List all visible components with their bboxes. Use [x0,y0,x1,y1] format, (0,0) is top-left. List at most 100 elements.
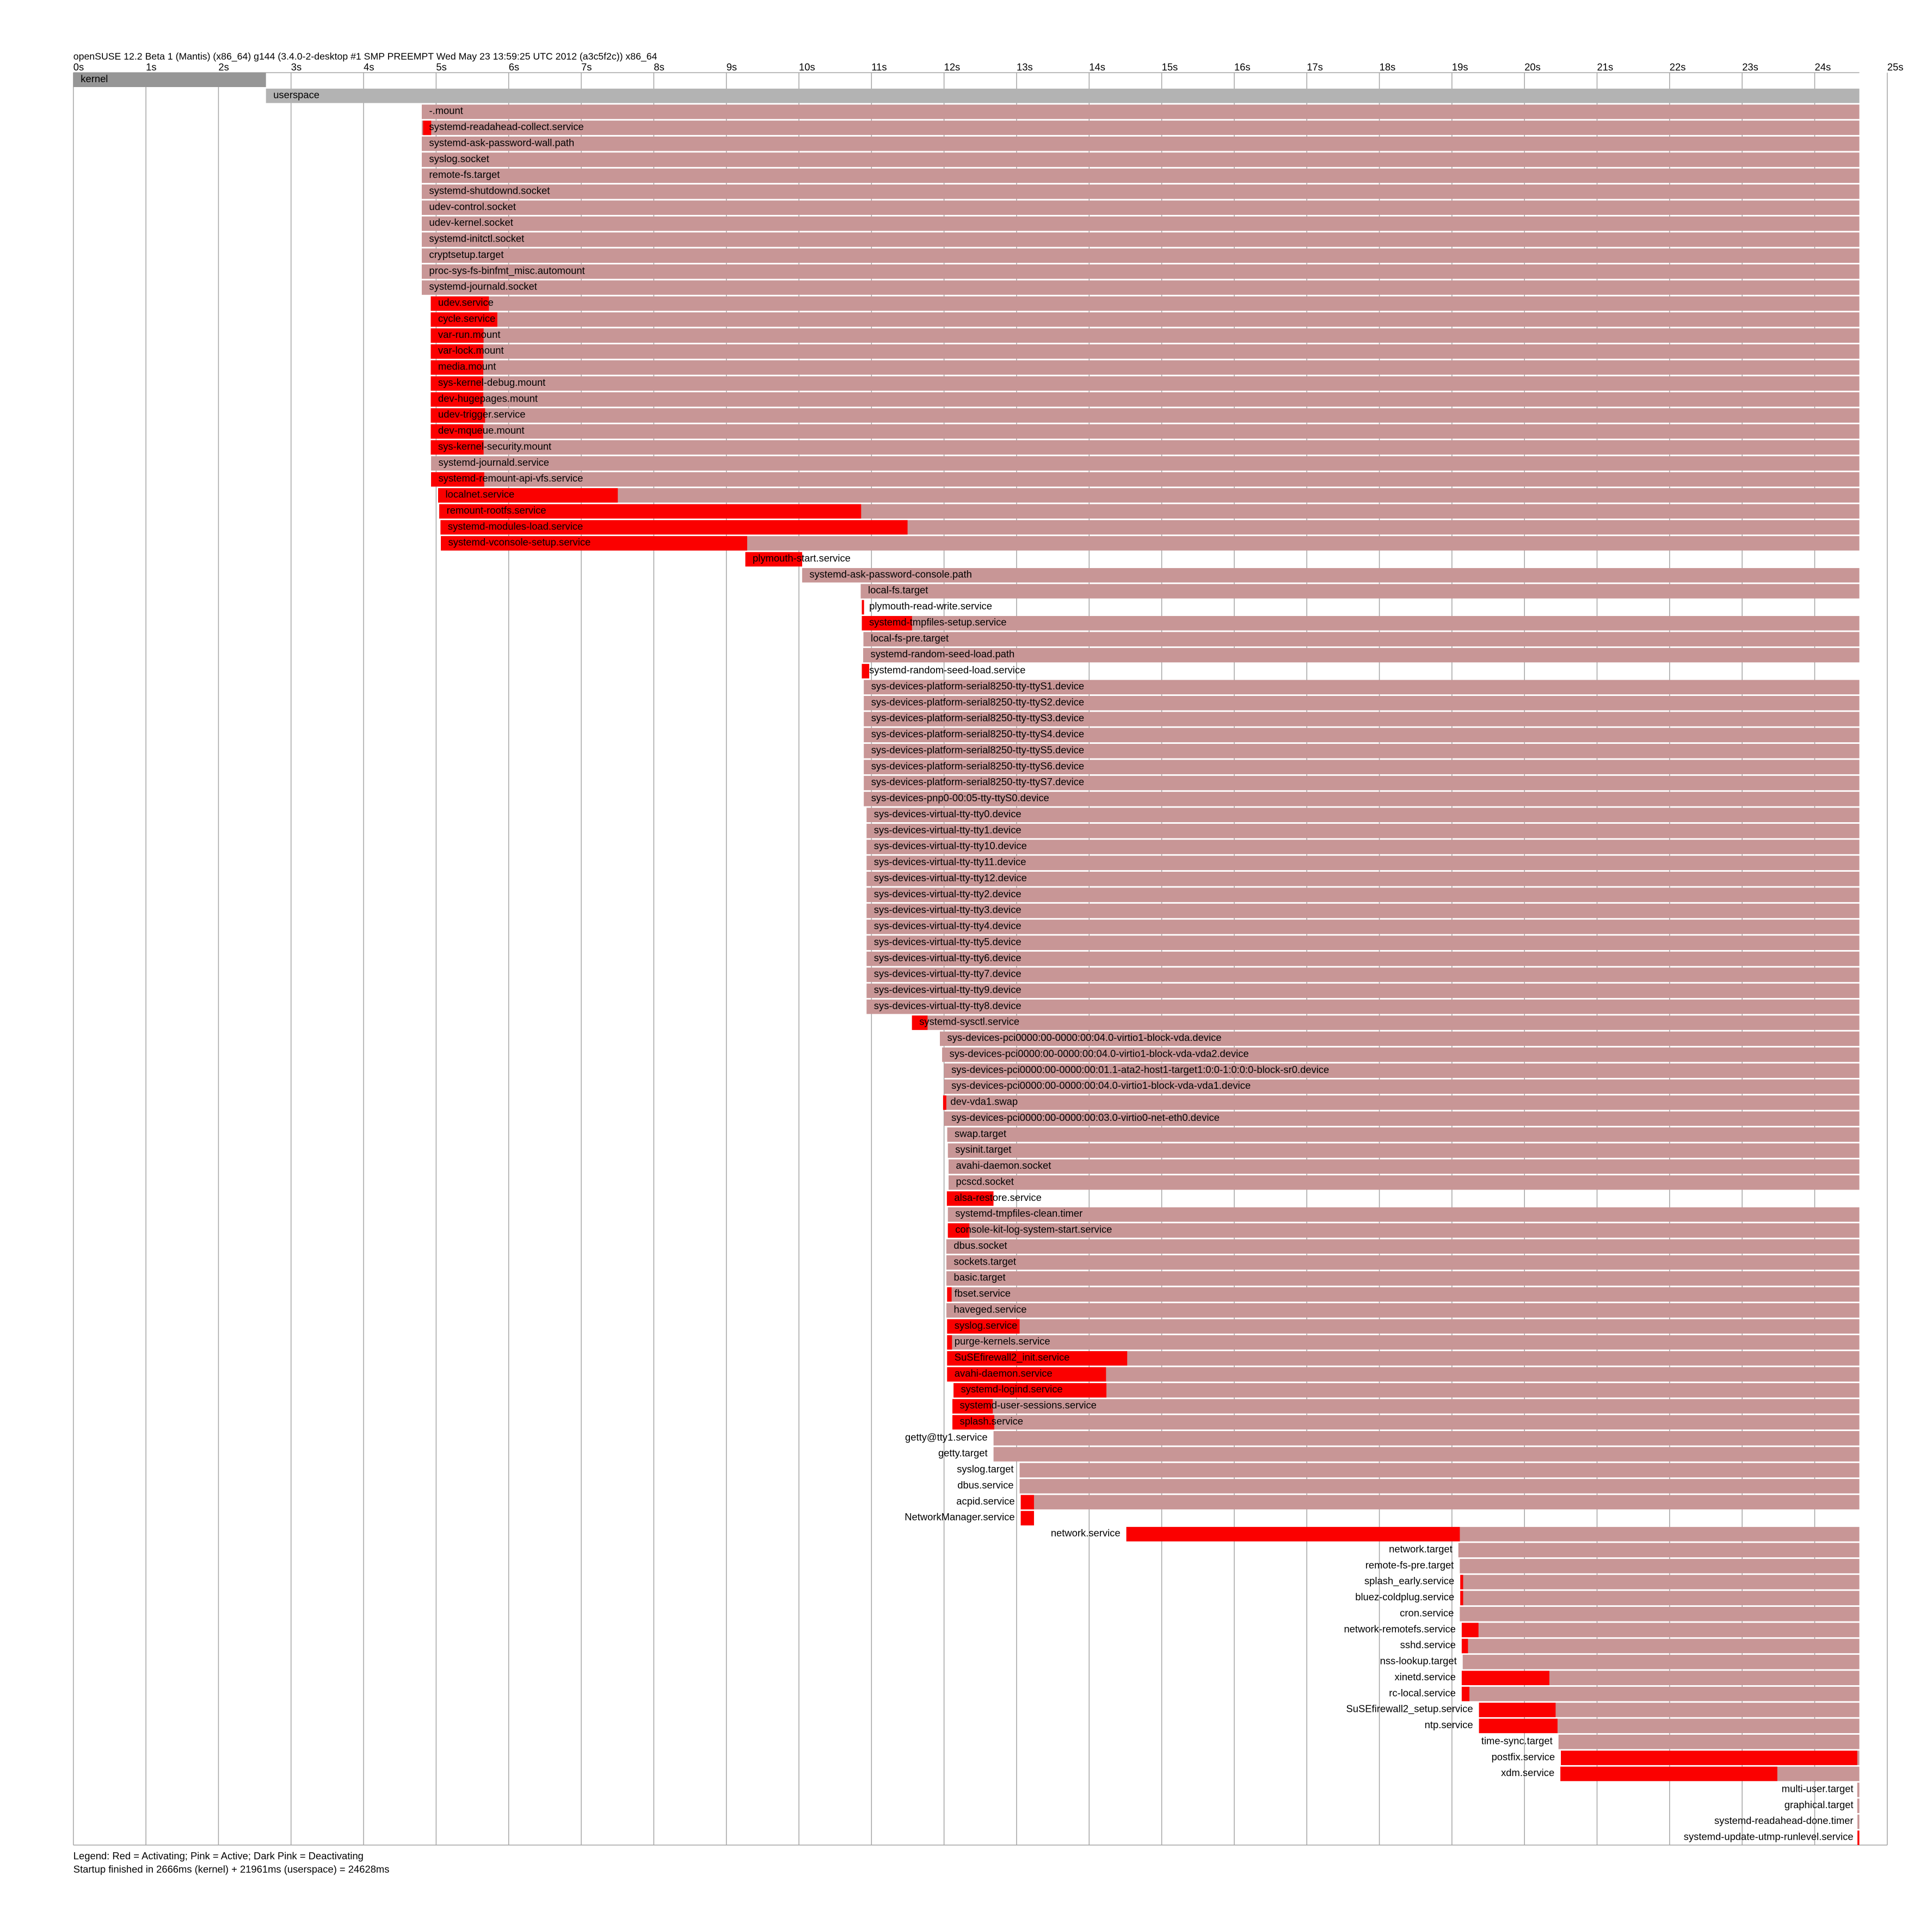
svg-text:sys-devices-pci0000:00-0000:00: sys-devices-pci0000:00-0000:00:03.0-virt… [951,1112,1220,1123]
svg-text:proc-sys-fs-binfmt_misc.automo: proc-sys-fs-binfmt_misc.automount [429,264,585,276]
svg-text:22s: 22s [1670,61,1686,72]
svg-text:syslog.target: syslog.target [957,1463,1013,1475]
svg-text:splash.service: splash.service [960,1415,1024,1427]
svg-text:acpid.service: acpid.service [956,1495,1014,1507]
svg-text:sys-devices-virtual-tty-tty8.d: sys-devices-virtual-tty-tty8.device [874,1000,1022,1011]
svg-text:24s: 24s [1815,61,1831,72]
svg-text:console-kit-log-system-start.s: console-kit-log-system-start.service [955,1224,1112,1235]
svg-text:sys-devices-virtual-tty-tty9.d: sys-devices-virtual-tty-tty9.device [874,984,1022,995]
svg-text:sys-devices-platform-serial825: sys-devices-platform-serial8250-tty-ttyS… [871,712,1084,724]
svg-text:bluez-coldplug.service: bluez-coldplug.service [1355,1591,1454,1602]
svg-text:network.service: network.service [1051,1527,1121,1539]
svg-text:plymouth-read-write.service: plymouth-read-write.service [869,600,992,612]
svg-text:alsa-restore.service: alsa-restore.service [954,1192,1041,1203]
svg-text:11s: 11s [871,61,887,72]
svg-text:19s: 19s [1452,61,1468,72]
svg-text:plymouth-start.service: plymouth-start.service [753,552,851,564]
svg-text:userspace: userspace [273,89,319,100]
svg-text:sys-devices-platform-serial825: sys-devices-platform-serial8250-tty-ttyS… [871,776,1084,787]
svg-text:syslog.socket: syslog.socket [429,153,489,164]
svg-text:pcscd.socket: pcscd.socket [956,1175,1014,1187]
svg-text:sys-devices-pnp0-00:05-tty-tty: sys-devices-pnp0-00:05-tty-ttyS0.device [871,792,1049,804]
svg-text:sys-devices-virtual-tty-tty5.d: sys-devices-virtual-tty-tty5.device [874,936,1022,947]
svg-text:SuSEfirewall2_init.service: SuSEfirewall2_init.service [955,1352,1070,1364]
svg-text:sys-devices-pci0000:00-0000:00: sys-devices-pci0000:00-0000:00:01.1-ata2… [951,1064,1329,1075]
svg-text:systemd-modules-load.service: systemd-modules-load.service [448,520,583,532]
svg-text:multi-user.target: multi-user.target [1782,1783,1854,1794]
svg-text:cron.service: cron.service [1400,1607,1454,1618]
svg-text:7s: 7s [581,61,592,72]
svg-text:systemd-journald.socket: systemd-journald.socket [429,281,537,292]
svg-text:6s: 6s [509,61,519,72]
svg-text:haveged.service: haveged.service [954,1303,1027,1315]
svg-text:remote-fs.target: remote-fs.target [429,169,500,180]
svg-text:21s: 21s [1597,61,1614,72]
svg-text:rc-local.service: rc-local.service [1389,1687,1456,1698]
svg-text:systemd-readahead-done.timer: systemd-readahead-done.timer [1714,1815,1854,1826]
svg-text:basic.target: basic.target [954,1272,1006,1283]
svg-text:dev-vda1.swap: dev-vda1.swap [950,1096,1018,1107]
svg-text:0s: 0s [73,61,84,72]
svg-text:sshd.service: sshd.service [1400,1639,1456,1650]
svg-text:local-fs.target: local-fs.target [868,584,928,596]
svg-text:systemd-sysctl.service: systemd-sysctl.service [919,1016,1019,1027]
svg-text:syslog.service: syslog.service [955,1320,1018,1331]
svg-text:purge-kernels.service: purge-kernels.service [955,1335,1050,1347]
svg-text:graphical.target: graphical.target [1785,1799,1854,1810]
svg-text:cryptsetup.target: cryptsetup.target [429,249,504,260]
svg-text:getty@tty1.service: getty@tty1.service [905,1431,988,1443]
svg-text:kernel: kernel [81,73,108,84]
svg-text:1s: 1s [146,61,156,72]
svg-text:openSUSE 12.2 Beta 1 (Mantis): openSUSE 12.2 Beta 1 (Mantis) (x86_64) g… [73,51,657,63]
svg-text:fbset.service: fbset.service [955,1287,1011,1299]
svg-text:4s: 4s [364,61,374,72]
svg-text:2s: 2s [218,61,229,72]
svg-text:systemd-initctl.socket: systemd-initctl.socket [429,233,525,244]
svg-text:ntp.service: ntp.service [1425,1719,1473,1730]
svg-text:sys-kernel-debug.mount: sys-kernel-debug.mount [438,377,545,388]
svg-text:var-lock.mount: var-lock.mount [438,344,504,356]
svg-text:sys-devices-virtual-tty-tty12.: sys-devices-virtual-tty-tty12.device [874,872,1027,883]
svg-text:systemd-logind.service: systemd-logind.service [961,1383,1063,1395]
svg-text:5s: 5s [436,61,446,72]
svg-text:avahi-daemon.socket: avahi-daemon.socket [956,1160,1051,1171]
svg-text:sys-devices-virtual-tty-tty7.d: sys-devices-virtual-tty-tty7.device [874,968,1022,979]
svg-text:systemd-user-sessions.service: systemd-user-sessions.service [960,1400,1097,1411]
svg-text:sys-devices-virtual-tty-tty3.d: sys-devices-virtual-tty-tty3.device [874,904,1022,915]
svg-text:sys-devices-pci0000:00-0000:00: sys-devices-pci0000:00-0000:00:04.0-virt… [950,1047,1249,1059]
svg-text:sys-devices-pci0000:00-0000:00: sys-devices-pci0000:00-0000:00:04.0-virt… [951,1080,1251,1091]
svg-text:dbus.socket: dbus.socket [953,1240,1007,1251]
svg-text:3s: 3s [291,61,302,72]
svg-text:systemd-ask-password-wall.path: systemd-ask-password-wall.path [429,137,575,148]
svg-text:sysinit.target: sysinit.target [955,1144,1011,1155]
svg-text:sys-devices-platform-serial825: sys-devices-platform-serial8250-tty-ttyS… [871,680,1084,692]
svg-text:systemd-shutdownd.socket: systemd-shutdownd.socket [429,184,550,196]
svg-text:nss-lookup.target: nss-lookup.target [1380,1655,1457,1667]
svg-text:sys-devices-virtual-tty-tty4.d: sys-devices-virtual-tty-tty4.device [874,920,1022,932]
svg-text:systemd-update-utmp-runlevel.s: systemd-update-utmp-runlevel.service [1684,1831,1854,1842]
svg-text:systemd-journald.service: systemd-journald.service [439,457,549,468]
svg-text:systemd-random-seed-load.servi: systemd-random-seed-load.service [869,664,1025,676]
svg-text:var-run.mount: var-run.mount [438,329,500,340]
svg-text:udev-control.socket: udev-control.socket [429,201,516,212]
svg-text:sys-devices-virtual-tty-tty11.: sys-devices-virtual-tty-tty11.device [874,856,1026,867]
svg-text:avahi-daemon.service: avahi-daemon.service [955,1367,1053,1379]
svg-text:sys-kernel-security.mount: sys-kernel-security.mount [438,440,551,452]
svg-text:-.mount: -.mount [429,105,463,116]
svg-text:17s: 17s [1307,61,1323,72]
svg-text:sys-devices-virtual-tty-tty1.d: sys-devices-virtual-tty-tty1.device [874,824,1022,835]
svg-text:sockets.target: sockets.target [954,1255,1016,1267]
svg-text:Legend: Red = Activating; Pink: Legend: Red = Activating; Pink = Active;… [73,1850,364,1861]
svg-text:16s: 16s [1234,61,1251,72]
svg-text:xinetd.service: xinetd.service [1394,1671,1455,1682]
svg-text:8s: 8s [654,61,664,72]
svg-text:network.target: network.target [1389,1543,1453,1555]
svg-text:splash_early.service: splash_early.service [1364,1575,1454,1587]
svg-text:udev-kernel.socket: udev-kernel.socket [429,217,513,228]
svg-text:sys-devices-virtual-tty-tty0.d: sys-devices-virtual-tty-tty0.device [874,808,1022,819]
svg-text:sys-devices-virtual-tty-tty6.d: sys-devices-virtual-tty-tty6.device [874,952,1022,963]
svg-text:local-fs-pre.target: local-fs-pre.target [871,632,949,644]
svg-text:xdm.service: xdm.service [1501,1767,1554,1778]
svg-text:remote-fs-pre.target: remote-fs-pre.target [1365,1559,1454,1570]
svg-text:18s: 18s [1380,61,1396,72]
